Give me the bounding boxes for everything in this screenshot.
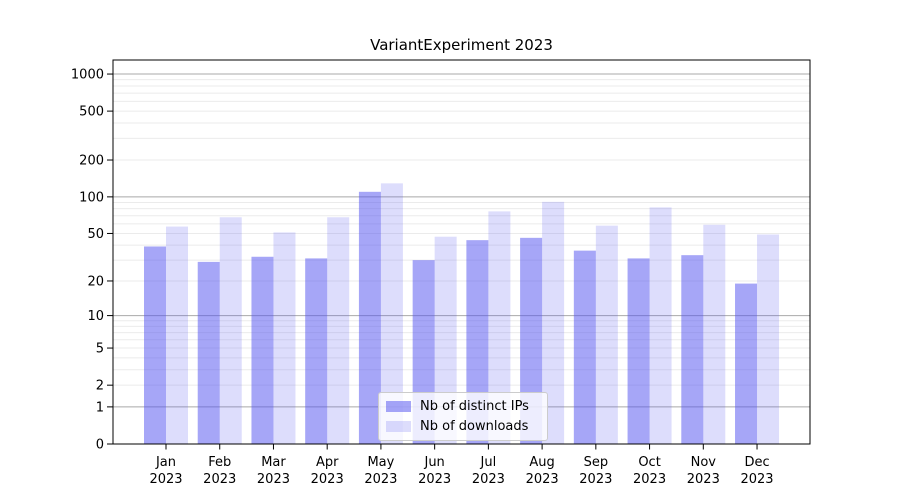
x-tick-label-year-feb: 2023 xyxy=(203,472,236,487)
bar-downloads-jul xyxy=(488,211,511,444)
legend-label-distinct-ips: Nb of distinct IPs xyxy=(420,398,529,414)
x-tick-label-year-sep: 2023 xyxy=(579,472,612,487)
x-tick-label-month-jul: Jul xyxy=(480,455,497,470)
bar-distinct-ips-feb xyxy=(197,261,220,444)
bar-downloads-may xyxy=(380,183,403,445)
x-tick-label-month-mar: Mar xyxy=(261,455,286,470)
bar-downloads-sep xyxy=(595,225,618,444)
x-tick-label-year-oct: 2023 xyxy=(633,472,666,487)
bar-distinct-ips-mar xyxy=(251,256,274,444)
x-tick-label-month-nov: Nov xyxy=(691,455,717,470)
bar-distinct-ips-apr xyxy=(305,258,328,444)
bar-downloads-feb xyxy=(219,217,242,444)
bar-distinct-ips-sep xyxy=(573,250,596,444)
bar-distinct-ips-dec xyxy=(735,283,758,444)
x-tick-label-year-may: 2023 xyxy=(364,472,397,487)
legend-row-downloads: Nb of downloads xyxy=(386,418,541,436)
y-tick-label-20: 20 xyxy=(87,274,104,289)
y-tick-label-1000: 1000 xyxy=(71,68,104,83)
y-tick-label-0: 0 xyxy=(96,438,104,453)
plot-border xyxy=(112,59,811,445)
bar-downloads-nov xyxy=(703,224,726,444)
bar-downloads-aug xyxy=(542,201,565,444)
y-tick-label-10: 10 xyxy=(87,309,104,324)
bar-downloads-dec xyxy=(757,234,780,444)
legend: Nb of distinct IPs Nb of downloads xyxy=(378,392,548,441)
bar-distinct-ips-jan xyxy=(144,246,166,444)
bar-distinct-ips-oct xyxy=(627,258,650,444)
x-tick-label-month-may: May xyxy=(367,455,394,470)
y-tick-label-200: 200 xyxy=(79,154,104,169)
x-tick-label-year-aug: 2023 xyxy=(526,472,559,487)
x-tick-label-month-sep: Sep xyxy=(584,455,609,470)
x-tick-label-month-aug: Aug xyxy=(529,455,554,470)
legend-swatch-distinct-ips xyxy=(386,400,411,412)
bar-distinct-ips-may xyxy=(358,191,381,444)
x-tick-label-month-jun: Jun xyxy=(423,455,444,470)
x-tick-label-year-jul: 2023 xyxy=(472,472,505,487)
bar-distinct-ips-nov xyxy=(681,255,704,444)
chart-title: VariantExperiment 2023 xyxy=(370,36,553,54)
x-tick-label-year-mar: 2023 xyxy=(257,472,290,487)
legend-row-distinct-ips: Nb of distinct IPs xyxy=(386,397,541,415)
legend-label-downloads: Nb of downloads xyxy=(420,419,529,435)
x-tick-label-month-feb: Feb xyxy=(208,455,231,470)
y-tick-label-2: 2 xyxy=(96,379,104,394)
y-tick-label-5: 5 xyxy=(96,342,104,357)
legend-swatch-downloads xyxy=(386,421,411,433)
y-tick-label-500: 500 xyxy=(79,105,104,120)
x-tick-label-year-apr: 2023 xyxy=(311,472,344,487)
x-tick-label-month-apr: Apr xyxy=(316,455,339,470)
bar-downloads-oct xyxy=(649,207,672,444)
x-tick-label-month-dec: Dec xyxy=(744,455,769,470)
x-tick-label-year-dec: 2023 xyxy=(740,472,773,487)
x-tick-label-month-oct: Oct xyxy=(638,455,660,470)
x-tick-label-year-nov: 2023 xyxy=(687,472,720,487)
y-tick-label-100: 100 xyxy=(79,190,104,205)
bar-downloads-mar xyxy=(273,232,296,444)
bar-downloads-apr xyxy=(327,217,350,444)
x-tick-label-month-jan: Jan xyxy=(155,455,176,470)
bar-downloads-jan xyxy=(166,226,188,444)
y-tick-label-1: 1 xyxy=(96,400,104,415)
x-tick-label-year-jun: 2023 xyxy=(418,472,451,487)
x-tick-label-year-jan: 2023 xyxy=(149,472,182,487)
y-tick-label-50: 50 xyxy=(87,227,104,242)
